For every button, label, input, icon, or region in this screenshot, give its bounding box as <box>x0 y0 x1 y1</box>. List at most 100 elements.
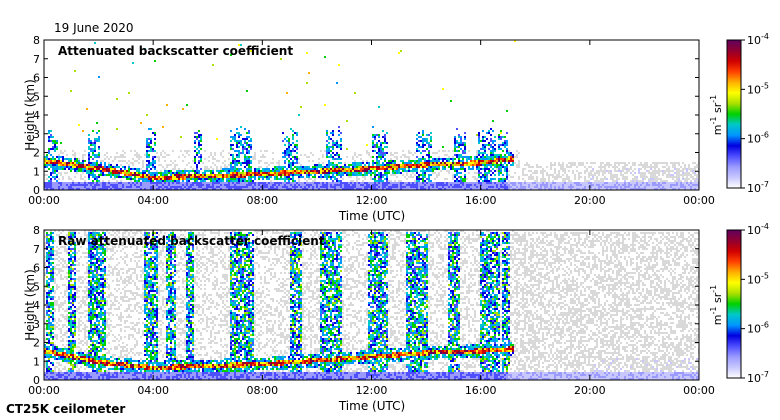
heatmap-cell <box>298 172 300 174</box>
heatmap-cell <box>416 188 418 190</box>
heatmap-cell <box>640 164 642 166</box>
heatmap-cell <box>646 184 648 186</box>
heatmap-cell <box>98 152 100 154</box>
heatmap-cell <box>592 162 594 164</box>
heatmap-cell <box>476 150 478 152</box>
heatmap-cell <box>104 184 106 186</box>
heatmap-cell <box>626 176 628 178</box>
heatmap-cell <box>602 184 604 186</box>
heatmap-cell <box>66 356 68 358</box>
heatmap-cell <box>486 138 488 140</box>
heatmap-cell <box>46 356 48 358</box>
heatmap-cell <box>52 344 54 346</box>
heatmap-cell <box>674 164 676 166</box>
heatmap-cell <box>292 176 294 178</box>
heatmap-cell <box>338 174 340 176</box>
heatmap-cell <box>334 176 336 178</box>
heatmap-cell <box>348 172 350 174</box>
heatmap-cell <box>250 182 252 184</box>
heatmap-cell <box>186 182 188 184</box>
heatmap-cell <box>46 160 48 162</box>
heatmap-cell <box>380 172 382 174</box>
heatmap-cell <box>46 310 48 312</box>
heatmap-cell <box>322 188 324 190</box>
heatmap-cell <box>86 182 88 184</box>
heatmap-cell <box>658 172 660 174</box>
heatmap-cell <box>500 184 502 186</box>
heatmap-cell <box>398 186 400 188</box>
heatmap-cell <box>196 188 198 190</box>
heatmap-cell <box>208 182 210 184</box>
heatmap-cell <box>324 176 326 178</box>
heatmap-cell <box>118 184 120 186</box>
heatmap-cell <box>162 174 164 176</box>
heatmap-cell <box>192 178 194 180</box>
heatmap-cell <box>234 178 236 180</box>
heatmap-cell <box>404 168 406 170</box>
heatmap-cell <box>348 164 350 166</box>
heatmap-cell <box>46 312 48 314</box>
heatmap-cell <box>162 176 164 178</box>
heatmap-cell <box>90 184 92 186</box>
heatmap-cell <box>692 184 694 186</box>
heatmap-cell <box>338 166 340 168</box>
heatmap-cell <box>138 172 140 174</box>
heatmap-cell <box>440 186 442 188</box>
heatmap-cell <box>228 180 230 182</box>
heatmap-cell <box>66 370 68 372</box>
heatmap-cell <box>288 138 290 140</box>
heatmap-cell <box>414 184 416 186</box>
heatmap-cell <box>338 134 340 136</box>
heatmap-cell <box>240 126 242 128</box>
heatmap-cell <box>292 174 294 176</box>
y-tick-label: 1 <box>33 165 40 178</box>
heatmap-cell <box>638 180 640 182</box>
heatmap-cell <box>418 176 420 178</box>
heatmap-cell <box>296 160 298 162</box>
heatmap-cell <box>184 168 186 170</box>
heatmap-cell <box>286 174 288 176</box>
heatmap-cell <box>46 326 48 328</box>
heatmap-cell <box>598 182 600 184</box>
heatmap-cell <box>444 162 446 164</box>
heatmap-cell <box>452 184 454 186</box>
heatmap-cell <box>656 162 658 164</box>
heatmap-cell <box>238 156 240 158</box>
heatmap-cell <box>508 180 510 182</box>
heatmap-cell <box>344 168 346 170</box>
heatmap-cell <box>52 304 54 306</box>
heatmap-cell <box>378 184 380 186</box>
heatmap-cell <box>420 162 422 164</box>
heatmap-cell <box>46 348 48 350</box>
heatmap-cell <box>506 168 508 170</box>
heatmap-cell <box>356 172 358 174</box>
heatmap-cell <box>382 174 384 176</box>
heatmap-cell <box>238 180 240 182</box>
heatmap-cell <box>512 156 514 158</box>
heatmap-cell <box>468 186 470 188</box>
heatmap-cell <box>96 168 98 170</box>
heatmap-cell <box>260 186 262 188</box>
heatmap-cell <box>610 178 612 180</box>
heatmap-cell <box>628 182 630 184</box>
heatmap-cell <box>490 150 492 152</box>
heatmap-cell <box>378 150 380 152</box>
heatmap-cell <box>498 158 500 160</box>
heatmap-cell <box>228 152 230 154</box>
heatmap-cell <box>244 148 246 150</box>
heatmap-cell <box>586 162 588 164</box>
heatmap-cell <box>422 184 424 186</box>
heatmap-cell <box>372 168 374 170</box>
heatmap-cell <box>164 152 166 154</box>
heatmap-cell <box>454 146 456 148</box>
heatmap-cell <box>104 168 106 170</box>
heatmap-cell <box>96 140 98 142</box>
heatmap-cell <box>120 164 122 166</box>
heatmap-cell <box>134 182 136 184</box>
heatmap-cell <box>358 164 360 166</box>
heatmap-cell <box>548 176 550 178</box>
heatmap-cell <box>550 164 552 166</box>
heatmap-cell <box>562 162 564 164</box>
heatmap-cell <box>56 254 58 256</box>
heatmap-cell <box>478 176 480 178</box>
